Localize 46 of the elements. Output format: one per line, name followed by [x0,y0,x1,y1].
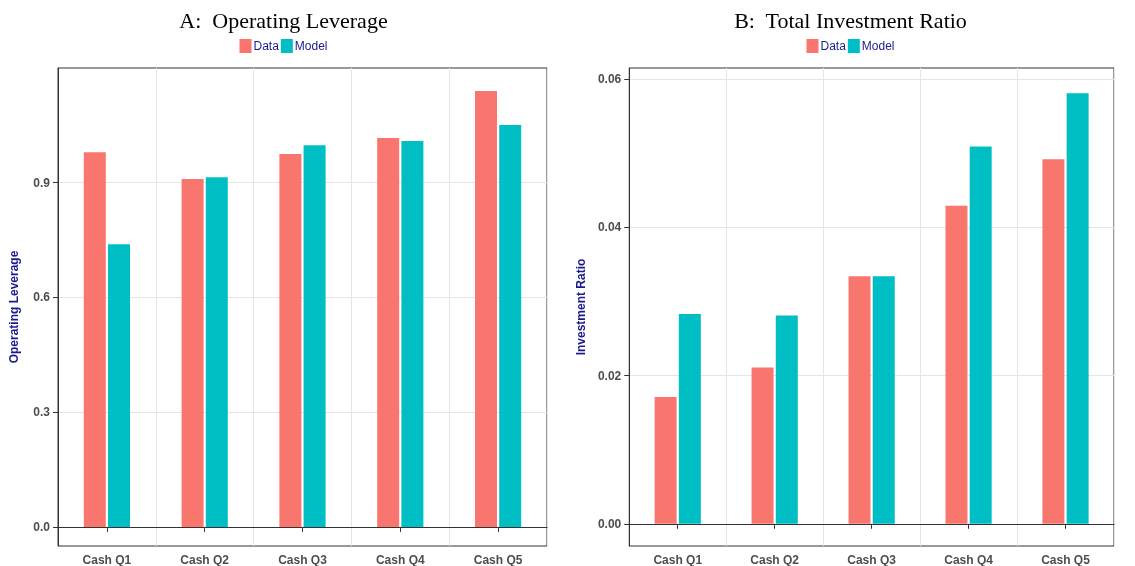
x-tick-label: Cash Q1 [82,553,132,566]
legend-label: Data [253,39,280,53]
bar [872,276,895,524]
x-tick-label: Cash Q5 [473,553,523,566]
x-tick-label: Cash Q2 [180,553,230,566]
bar [848,276,871,524]
x-tick-label: Cash Q4 [944,553,994,566]
bar [499,124,522,527]
y-tick-label: 0.00 [597,516,622,531]
bar [303,145,326,527]
x-tick-label: Cash Q4 [375,553,425,566]
bar [1066,93,1089,524]
legend-label: Model [861,39,895,53]
bar [969,146,992,524]
chart-title: B: Total Investment Ratio [734,7,967,33]
x-tick-label: Cash Q3 [278,553,328,566]
bar [945,205,968,524]
y-tick-label: 0.3 [33,405,51,420]
y-tick-label: 0.02 [597,368,622,383]
bar [279,154,302,527]
x-tick-label: Cash Q2 [750,553,800,566]
bar [377,137,400,527]
legend-label: Data [820,39,847,53]
bar [751,367,774,524]
y-axis-title: Investment Ratio [574,258,588,356]
y-axis-title: Operating Leverage [7,250,21,364]
bar [108,244,130,527]
x-tick-label: Cash Q1 [653,553,703,566]
x-tick-label: Cash Q5 [1041,553,1091,566]
y-tick-label: 0.9 [33,175,51,190]
x-tick-label: Cash Q3 [847,553,897,566]
bar [475,90,497,527]
y-tick-label: 0.6 [33,290,51,305]
bar [83,152,106,527]
bar [1042,159,1065,524]
bar [205,177,228,527]
bar [181,178,204,527]
bar [775,315,798,524]
bar [654,397,677,524]
chart-title: A: Operating Leverage [179,7,388,33]
y-tick-label: 0.0 [33,519,51,534]
y-tick-label: 0.06 [597,72,622,87]
y-tick-label: 0.04 [597,220,622,235]
legend-label: Model [294,39,328,53]
bar [678,314,701,524]
bar [401,141,424,527]
